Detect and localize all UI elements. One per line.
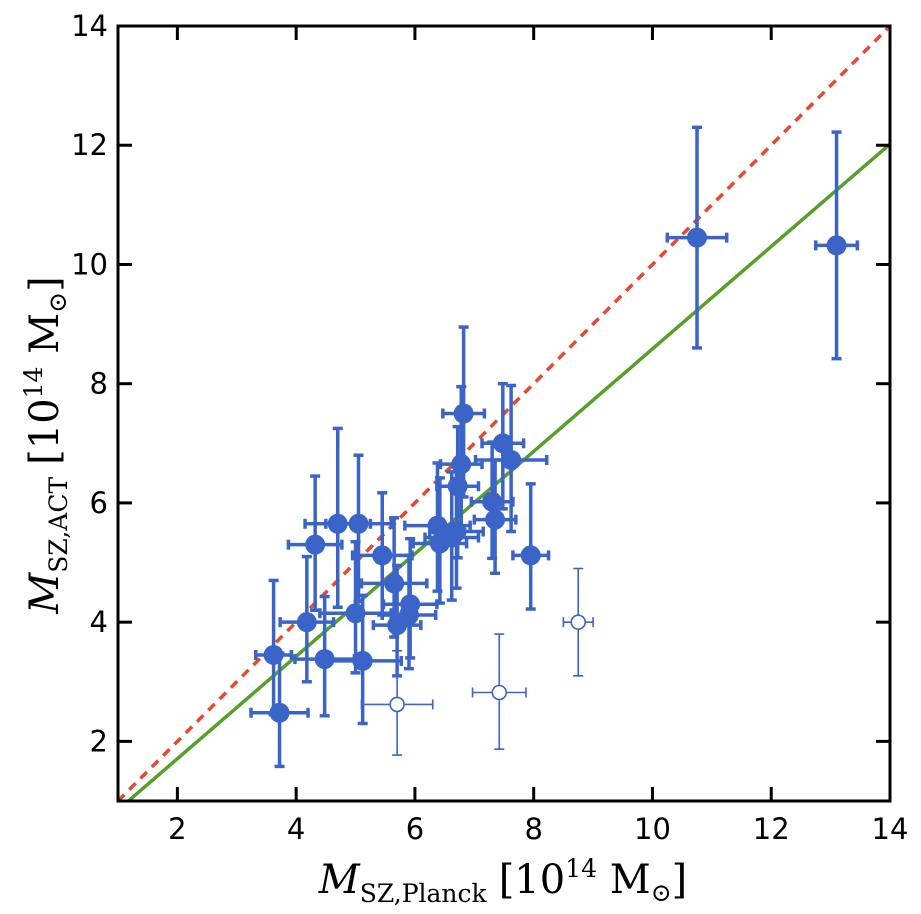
marker-filled bbox=[372, 545, 393, 566]
point-12 bbox=[428, 464, 485, 590]
point-13 bbox=[511, 482, 551, 611]
marker-filled bbox=[384, 573, 405, 594]
x-axis-label-exponent: 14 bbox=[565, 854, 597, 883]
y-axis-label-exponent: 14 bbox=[19, 367, 48, 399]
point-4 bbox=[480, 381, 526, 511]
x-axis-label-unit: M bbox=[597, 857, 651, 903]
plot-frame bbox=[116, 24, 892, 803]
marker-filled bbox=[485, 509, 506, 530]
point-16 bbox=[286, 474, 344, 612]
y-tick-label: 14 bbox=[71, 9, 108, 43]
y-axis-label-solar-symbol: ⊙ bbox=[43, 292, 72, 313]
open-point-2 bbox=[360, 649, 434, 756]
marker-filled bbox=[348, 513, 369, 534]
marker-filled bbox=[482, 491, 503, 512]
marker-filled bbox=[305, 534, 326, 555]
marker-filled bbox=[387, 615, 408, 636]
marker-filled bbox=[492, 433, 513, 454]
x-axis-label-solar-symbol: ⊙ bbox=[651, 878, 672, 907]
open-point-0 bbox=[562, 567, 594, 677]
open-point-1 bbox=[471, 633, 527, 750]
x-axis-label-unit-open: [10 bbox=[499, 857, 566, 903]
marker-filled bbox=[520, 545, 541, 566]
data-points bbox=[249, 125, 860, 769]
marker-filled bbox=[501, 450, 522, 470]
x-tick-label: 4 bbox=[287, 812, 305, 846]
x-axis-label: MSZ,Planck [1014 M⊙] bbox=[318, 854, 688, 908]
y-axis-label-subscript: SZ,ACT bbox=[44, 477, 73, 573]
y-tick-label: 8 bbox=[90, 367, 108, 401]
marker-open bbox=[389, 696, 405, 713]
point-17 bbox=[350, 491, 414, 617]
marker-filled bbox=[446, 521, 467, 542]
marker-filled bbox=[345, 603, 366, 624]
axis-ticks: 2 4 6 8 10 12 14 2 4 6 8 10 12 14 bbox=[71, 9, 908, 846]
y-tick-label: 4 bbox=[90, 605, 108, 639]
point-27 bbox=[249, 651, 310, 769]
marker-filled bbox=[296, 612, 317, 633]
point-15 bbox=[324, 453, 393, 604]
point-8 bbox=[472, 458, 518, 576]
y-axis-label-symbol: M bbox=[22, 572, 68, 615]
marker-open bbox=[491, 684, 508, 701]
x-tick-label: 10 bbox=[634, 812, 671, 846]
x-tick-label: 14 bbox=[872, 812, 909, 846]
point-5 bbox=[473, 383, 549, 534]
marker-open bbox=[570, 614, 587, 630]
point-24 bbox=[254, 578, 294, 717]
point-26 bbox=[322, 593, 404, 726]
x-tick-label: 8 bbox=[524, 812, 542, 846]
y-axis-label-bracket-close: ] bbox=[22, 276, 68, 292]
marker-filled bbox=[687, 227, 707, 248]
x-tick-label: 12 bbox=[753, 812, 790, 846]
y-tick-label: 6 bbox=[90, 486, 108, 520]
marker-filled bbox=[453, 403, 474, 424]
x-axis-label-subscript: SZ,Planck bbox=[360, 879, 488, 908]
marker-filled bbox=[269, 702, 290, 723]
y-tick-label: 10 bbox=[71, 247, 108, 281]
x-tick-label: 6 bbox=[406, 812, 424, 846]
point-1 bbox=[814, 130, 860, 361]
y-axis-label: MSZ,ACT[1014 M⊙] bbox=[19, 276, 73, 614]
y-axis-label-unit: M bbox=[22, 313, 68, 367]
marker-filled bbox=[352, 650, 373, 671]
point-0 bbox=[665, 125, 729, 350]
y-axis-label-unit-open: [10 bbox=[22, 398, 68, 465]
x-axis-label-symbol: M bbox=[318, 857, 361, 903]
x-axis-label-bracket-close: ] bbox=[672, 857, 688, 903]
y-tick-label: 12 bbox=[71, 128, 108, 162]
marker-filled bbox=[826, 235, 847, 256]
y-tick-label: 2 bbox=[90, 724, 108, 758]
x-tick-label: 2 bbox=[168, 812, 186, 846]
